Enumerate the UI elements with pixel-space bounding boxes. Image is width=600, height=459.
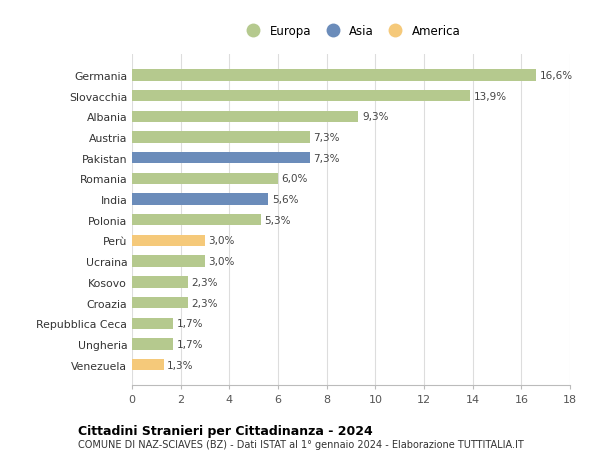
Text: 7,3%: 7,3%: [313, 153, 340, 163]
Text: 2,3%: 2,3%: [191, 277, 218, 287]
Text: 13,9%: 13,9%: [474, 91, 507, 101]
Text: Cittadini Stranieri per Cittadinanza - 2024: Cittadini Stranieri per Cittadinanza - 2…: [78, 424, 373, 437]
Bar: [132, 132, 310, 143]
Bar: [132, 112, 358, 123]
Text: 1,7%: 1,7%: [177, 339, 203, 349]
Bar: [132, 194, 268, 205]
Bar: [132, 174, 278, 185]
Bar: [132, 297, 188, 308]
Text: 6,0%: 6,0%: [281, 174, 308, 184]
Bar: [132, 91, 470, 102]
Bar: [132, 153, 310, 164]
Text: 9,3%: 9,3%: [362, 112, 388, 122]
Text: COMUNE DI NAZ-SCIAVES (BZ) - Dati ISTAT al 1° gennaio 2024 - Elaborazione TUTTIT: COMUNE DI NAZ-SCIAVES (BZ) - Dati ISTAT …: [78, 440, 524, 449]
Legend: Europa, Asia, America: Europa, Asia, America: [238, 21, 464, 41]
Text: 5,6%: 5,6%: [272, 195, 298, 205]
Bar: [132, 339, 173, 350]
Bar: [132, 70, 536, 81]
Bar: [132, 235, 205, 246]
Bar: [132, 277, 188, 288]
Text: 1,3%: 1,3%: [167, 360, 194, 370]
Bar: [132, 256, 205, 267]
Text: 2,3%: 2,3%: [191, 298, 218, 308]
Text: 7,3%: 7,3%: [313, 133, 340, 143]
Text: 16,6%: 16,6%: [539, 71, 573, 81]
Bar: [132, 215, 261, 226]
Text: 1,7%: 1,7%: [177, 319, 203, 329]
Text: 3,0%: 3,0%: [209, 257, 235, 267]
Text: 3,0%: 3,0%: [209, 236, 235, 246]
Bar: [132, 318, 173, 329]
Bar: [132, 359, 164, 370]
Text: 5,3%: 5,3%: [265, 215, 291, 225]
